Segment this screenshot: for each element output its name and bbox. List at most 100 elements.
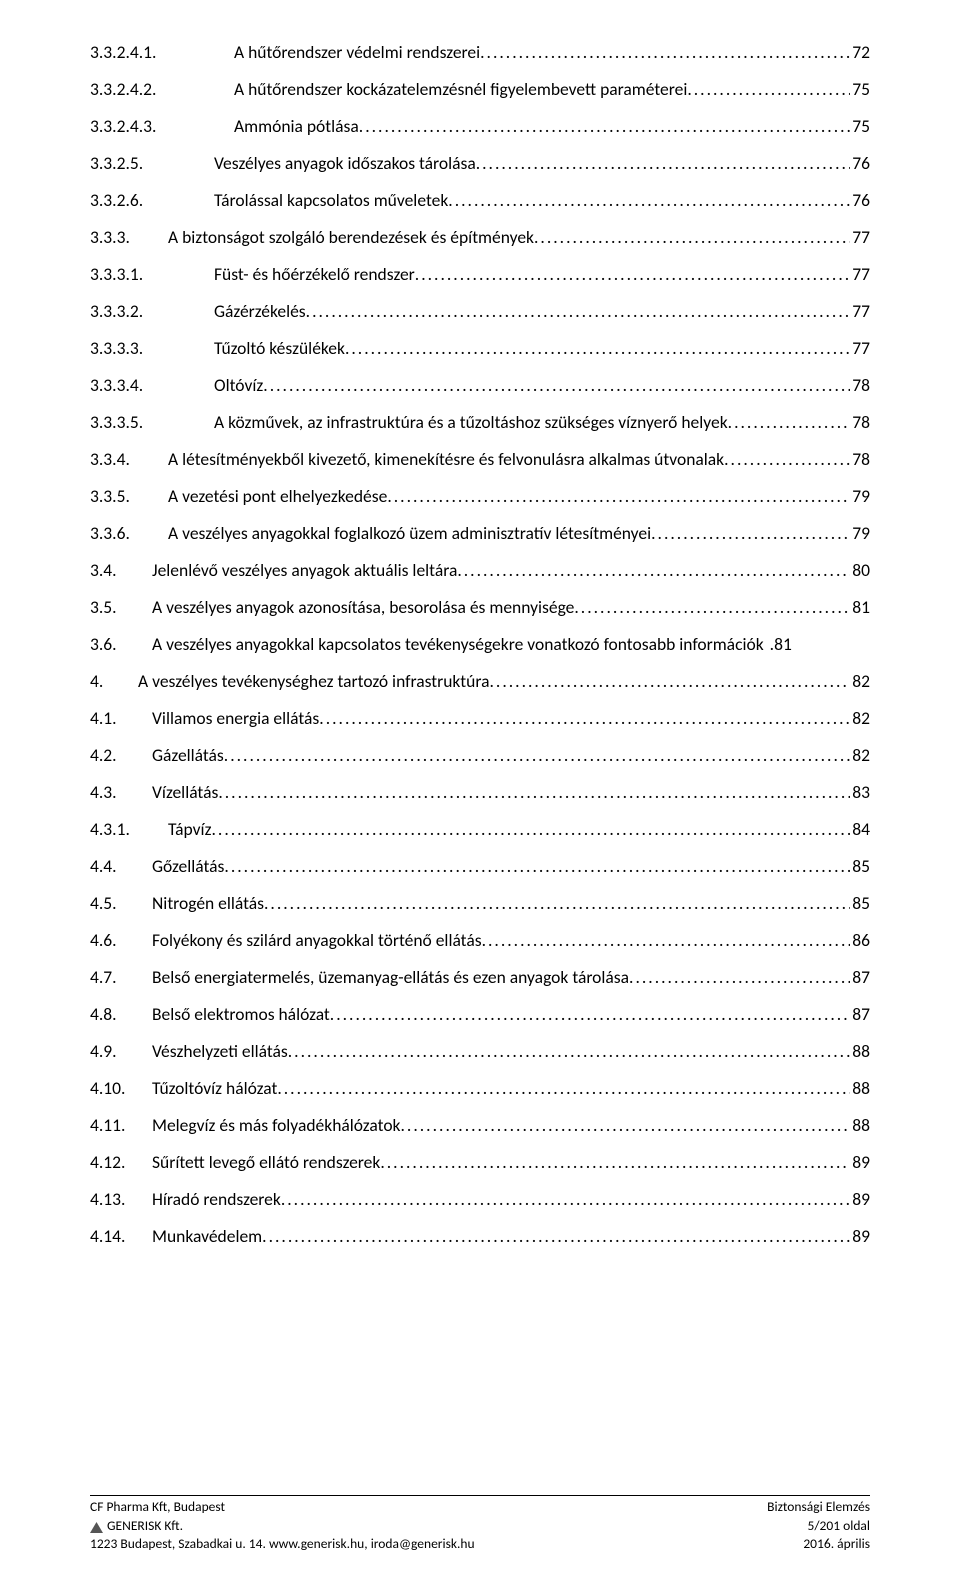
- toc-section-title: Villamos energia ellátás: [142, 710, 319, 728]
- toc-leader-dots: [262, 1228, 850, 1246]
- toc-entry: 4.10.Tűzoltóvíz hálózat 88: [90, 1080, 870, 1098]
- page-footer: CF Pharma Kft, Budapest Biztonsági Elemz…: [90, 1495, 870, 1553]
- toc-leader-dots: [319, 710, 850, 728]
- toc-section-number: 3.3.4.: [90, 451, 160, 469]
- toc-leader-dots: [380, 1154, 850, 1172]
- toc-entry: 3.4.Jelenlévő veszélyes anyagok aktuális…: [90, 562, 870, 580]
- toc-page-number: .81: [768, 636, 792, 654]
- document-page: 3.3.2.4.1.A hűtőrendszer védelmi rendsze…: [0, 0, 960, 1583]
- toc-leader-dots: [224, 858, 850, 876]
- toc-entry: 4.3.Vízellátás83: [90, 784, 870, 802]
- toc-leader-dots: [574, 599, 850, 617]
- toc-page-number: 87: [850, 1006, 870, 1024]
- toc-leader-dots: [277, 1080, 850, 1098]
- toc-page-number: 75: [850, 81, 870, 99]
- toc-section-title: A létesítményekből kivezető, kimenekítés…: [160, 451, 724, 469]
- toc-leader-dots: [476, 155, 851, 173]
- toc-page-number: 84: [850, 821, 870, 839]
- toc-section-number: 3.6.: [90, 636, 142, 654]
- toc-page-number: 88: [850, 1080, 870, 1098]
- toc-leader-dots: [330, 1006, 850, 1024]
- toc-section-title: Tápvíz: [160, 821, 212, 839]
- toc-section-title: Veszélyes anyagok időszakos tárolása: [200, 155, 476, 173]
- toc-section-number: 4.8.: [90, 1006, 142, 1024]
- toc-entry: 3.5.A veszélyes anyagok azonosítása, bes…: [90, 599, 870, 617]
- toc-page-number: 78: [850, 414, 870, 432]
- toc-section-number: 4.1.: [90, 710, 142, 728]
- toc-section-number: 4.9.: [90, 1043, 142, 1061]
- toc-section-title: Jelenlévő veszélyes anyagok aktuális lel…: [142, 562, 457, 580]
- toc-page-number: 75: [850, 118, 870, 136]
- footer-address: 1223 Budapest, Szabadkai u. 14. www.gene…: [90, 1535, 475, 1553]
- footer-page-number: 5/201 oldal: [807, 1517, 870, 1535]
- toc-entry: 4.9.Vészhelyzeti ellátás88: [90, 1043, 870, 1061]
- toc-section-title: Vészhelyzeti ellátás: [142, 1043, 288, 1061]
- toc-section-title: Oltóvíz: [200, 377, 263, 395]
- toc-section-number: 3.4.: [90, 562, 142, 580]
- toc-page-number: 86: [850, 932, 870, 950]
- toc-section-title: Híradó rendszerek: [142, 1191, 281, 1209]
- toc-page-number: 76: [850, 192, 870, 210]
- toc-page-number: 79: [850, 488, 870, 506]
- toc-section-title: A hűtőrendszer kockázatelemzésnél figyel…: [220, 81, 687, 99]
- toc-section-number: 3.3.2.4.1.: [90, 44, 220, 62]
- toc-entry: 4.11.Melegvíz és más folyadékhálózatok88: [90, 1117, 870, 1135]
- toc-leader-dots: [212, 821, 851, 839]
- generisk-logo-icon: [90, 1520, 103, 1531]
- toc-entry: 4.3.1.Tápvíz84: [90, 821, 870, 839]
- toc-section-number: 3.3.3.3.: [90, 340, 200, 358]
- toc-section-title: Ammónia pótlása: [220, 118, 359, 136]
- toc-entry: 3.3.3.A biztonságot szolgáló berendezése…: [90, 229, 870, 247]
- toc-entry: 3.3.3.5.A közművek, az infrastruktúra és…: [90, 414, 870, 432]
- toc-section-title: A biztonságot szolgáló berendezések és é…: [160, 229, 534, 247]
- toc-section-title: Vízellátás: [142, 784, 218, 802]
- toc-section-number: 3.3.2.4.2.: [90, 81, 220, 99]
- toc-section-number: 4.10.: [90, 1080, 142, 1098]
- toc-entry: 4.7.Belső energiatermelés, üzemanyag-ell…: [90, 969, 870, 987]
- toc-entry: 3.3.5.A vezetési pont elhelyezkedése79: [90, 488, 870, 506]
- toc-section-number: 3.3.3.2.: [90, 303, 200, 321]
- toc-entry: 3.6.A veszélyes anyagokkal kapcsolatos t…: [90, 636, 870, 654]
- toc-section-number: 3.3.2.5.: [90, 155, 200, 173]
- toc-leader-dots: [224, 747, 850, 765]
- toc-page-number: 85: [850, 895, 870, 913]
- toc-entry: 3.3.2.5.Veszélyes anyagok időszakos táro…: [90, 155, 870, 173]
- toc-section-title: Belső energiatermelés, üzemanyag-ellátás…: [142, 969, 629, 987]
- toc-leader-dots: [651, 525, 850, 543]
- toc-leader-dots: [534, 229, 850, 247]
- toc-leader-dots: [415, 266, 850, 284]
- toc-section-number: 4.6.: [90, 932, 142, 950]
- toc-section-title: A vezetési pont elhelyezkedése: [160, 488, 387, 506]
- footer-company: CF Pharma Kft, Budapest: [90, 1498, 225, 1516]
- toc-section-title: A veszélyes anyagok azonosítása, besorol…: [142, 599, 574, 617]
- toc-section-title: Gőzellátás: [142, 858, 224, 876]
- toc-section-number: 3.3.3.5.: [90, 414, 200, 432]
- toc-leader-dots: [629, 969, 850, 987]
- toc-leader-dots: [482, 932, 851, 950]
- toc-entry: 4.A veszélyes tevékenységhez tartozó inf…: [90, 673, 870, 691]
- footer-row-3: 1223 Budapest, Szabadkai u. 14. www.gene…: [90, 1535, 870, 1553]
- toc-section-number: 4.11.: [90, 1117, 142, 1135]
- toc-section-number: 3.3.3.: [90, 229, 160, 247]
- toc-section-title: A veszélyes anyagokkal foglalkozó üzem a…: [160, 525, 651, 543]
- toc-section-title: Tárolással kapcsolatos műveletek: [200, 192, 448, 210]
- toc-leader-dots: [359, 118, 850, 136]
- toc-page-number: 85: [850, 858, 870, 876]
- toc-page-number: 83: [850, 784, 870, 802]
- toc-page-number: 78: [850, 377, 870, 395]
- toc-leader-dots: [281, 1191, 850, 1209]
- toc-entry: 3.3.4.A létesítményekből kivezető, kimen…: [90, 451, 870, 469]
- toc-entry: 4.14.Munkavédelem89: [90, 1228, 870, 1246]
- toc-section-number: 4.5.: [90, 895, 142, 913]
- footer-publisher: GENERISK Kft.: [90, 1517, 183, 1535]
- footer-publisher-name: GENERISK Kft.: [107, 1517, 183, 1535]
- toc-section-title: Tűzoltóvíz hálózat: [142, 1080, 277, 1098]
- toc-section-title: Folyékony és szilárd anyagokkal történő …: [142, 932, 482, 950]
- footer-date: 2016. április: [803, 1535, 870, 1553]
- toc-section-title: Sűrített levegő ellátó rendszerek: [142, 1154, 380, 1172]
- toc-section-title: A veszélyes anyagokkal kapcsolatos tevék…: [142, 636, 764, 654]
- toc-leader-dots: [724, 451, 850, 469]
- toc-section-number: 4.2.: [90, 747, 142, 765]
- toc-section-number: 4.: [90, 673, 128, 691]
- toc-page-number: 89: [850, 1154, 870, 1172]
